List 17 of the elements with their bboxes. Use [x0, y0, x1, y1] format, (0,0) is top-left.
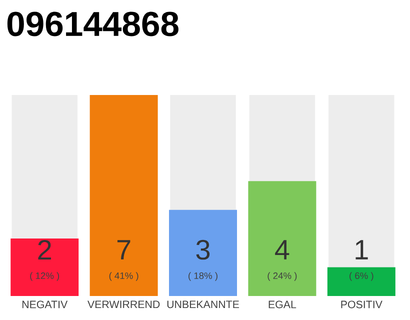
x-tick-label: POSITIV: [341, 300, 382, 308]
annotation: ( 24% ): [268, 272, 297, 281]
x-tick-label: NEGATIV: [22, 300, 68, 308]
data-label: 3: [196, 240, 210, 260]
annotation: ( 6% ): [350, 272, 374, 281]
x-tick-label: EGAL: [268, 300, 296, 308]
x-tick-label: VERWIRREND: [87, 300, 160, 308]
x-tick-label: UNBEKANNTE: [167, 300, 239, 308]
chart-title: 096144868: [7, 12, 178, 36]
data-label: 4: [275, 240, 290, 260]
bar: [327, 267, 396, 296]
annotation: ( 18% ): [188, 272, 218, 281]
annotation: ( 41% ): [109, 272, 138, 281]
data-label: 7: [117, 240, 130, 260]
annotation: ( 12% ): [30, 272, 60, 281]
data-label: 1: [356, 240, 368, 260]
data-label: 2: [38, 240, 51, 260]
